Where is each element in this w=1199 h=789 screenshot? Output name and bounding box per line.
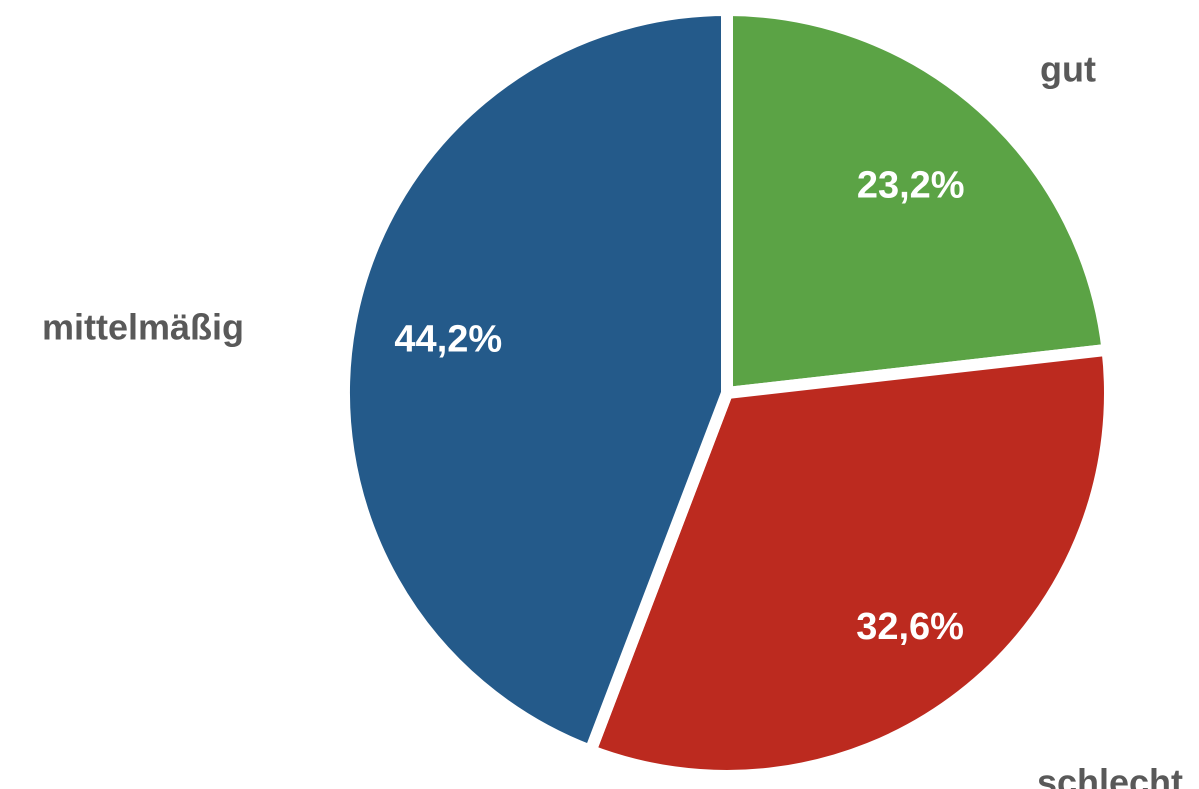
pie-category-label-schlecht: schlecht [1037, 762, 1183, 789]
pie-category-label-gut: gut [1040, 49, 1096, 90]
pie-slice-mittelmäßig [338, 3, 733, 759]
pie-data-label-mittelmäßig: 44,2% [394, 319, 502, 361]
pie-slices [338, 3, 1116, 782]
pie-data-labels: 23,2% 32,6% 44,2% [394, 164, 964, 648]
pie-category-label-mittelmäßig: mittelmäßig [42, 307, 244, 348]
pie-category-labels: gut schlecht mittelmäßig [42, 49, 1183, 789]
pie-slice-schlecht [582, 343, 1116, 782]
pie-data-label-schlecht: 32,6% [856, 606, 964, 648]
pie-data-label-gut: 23,2% [857, 164, 965, 206]
pie-slice-gut [721, 3, 1115, 400]
